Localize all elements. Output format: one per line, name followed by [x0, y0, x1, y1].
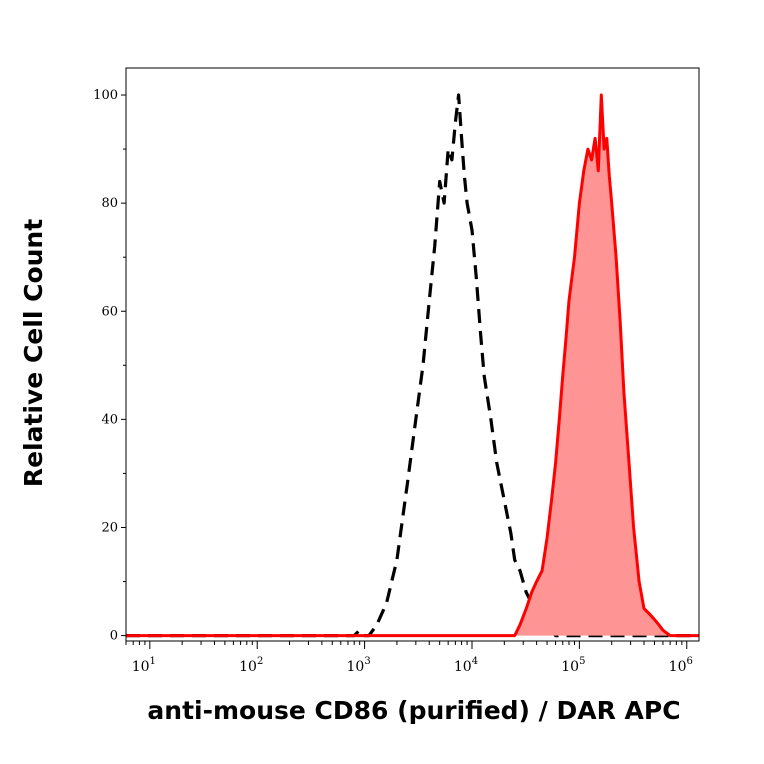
y-tick-label: 80: [101, 196, 118, 211]
plot-frame: [125, 67, 700, 642]
y-tick-label: 20: [101, 520, 118, 535]
x-tick-label: 102: [239, 656, 263, 675]
x-tick-label: 106: [669, 656, 693, 675]
x-tick-label: 105: [561, 656, 585, 675]
x-tick-label: 104: [454, 656, 478, 675]
x-tick-label: 101: [132, 656, 156, 675]
y-tick-label: 100: [93, 88, 118, 103]
series-2-fill: [126, 95, 699, 636]
y-tick-label: 40: [101, 412, 118, 427]
x-tick-label: 103: [346, 656, 370, 675]
y-axis-title: Relative Cell Count: [19, 219, 48, 487]
y-tick-label: 60: [101, 304, 118, 319]
series-2-line: [126, 93, 699, 638]
y-tick-label: 0: [110, 629, 118, 644]
axis-layer: 0 20 40 60 80 100 101 102 103 104 105 106: [93, 88, 693, 675]
series-1-line: [126, 93, 699, 638]
plot-layer: [126, 93, 699, 638]
x-axis-title: anti-mouse CD86 (purified) / DAR APC: [147, 696, 680, 725]
